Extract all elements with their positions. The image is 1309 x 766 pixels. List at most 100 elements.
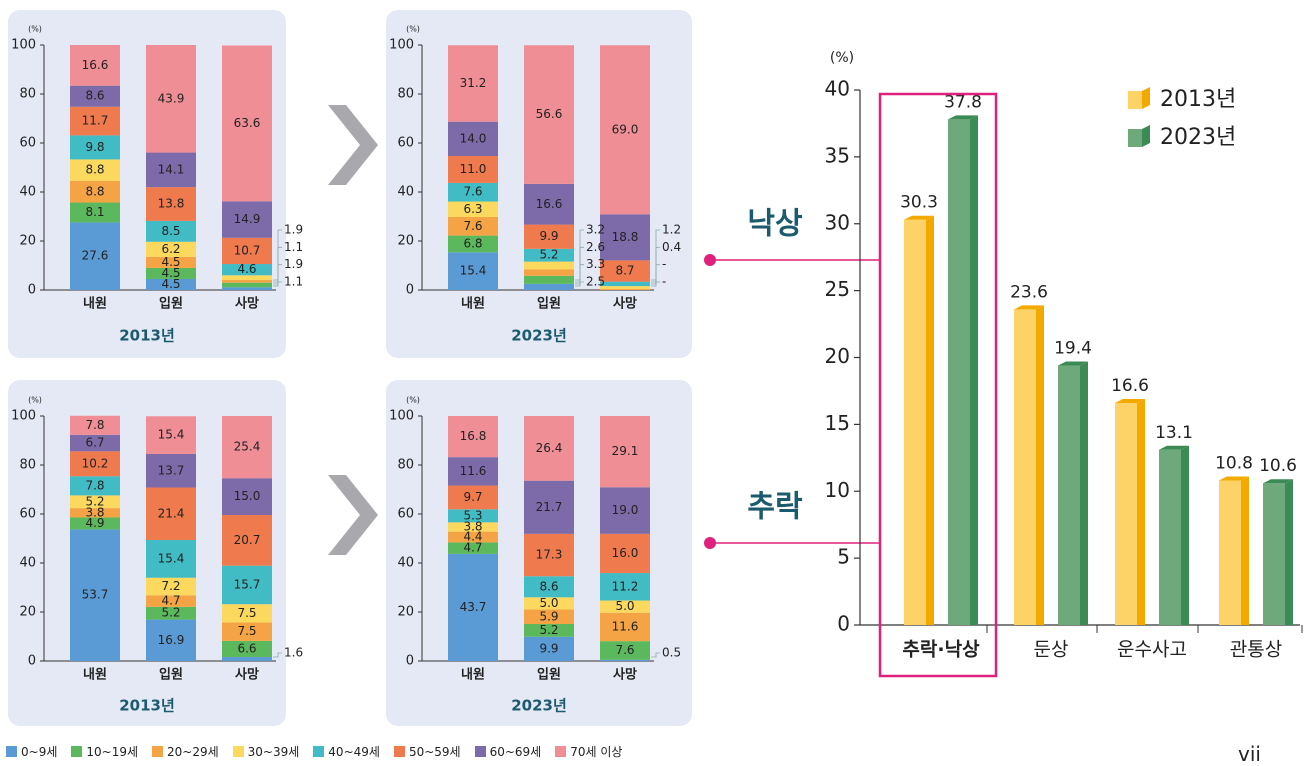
stack-segment: [524, 609, 574, 625]
stack-value-label: 8.8: [85, 163, 104, 177]
main-bar-top: [1058, 361, 1088, 366]
stack-value-label: 10.2: [82, 456, 109, 470]
legend-label: 50~59세: [408, 744, 461, 759]
stack-ytick-label-0: 0: [28, 283, 36, 298]
stack-segment: [222, 282, 272, 288]
stack-value-label: 7.8: [85, 478, 104, 492]
stack-callout-label: 0.4: [662, 240, 681, 254]
stack-ylabel-2: (%): [28, 396, 42, 405]
stack-value-label: 8.1: [85, 205, 104, 219]
main-value-label: 10.8: [1215, 454, 1253, 474]
stack-segment: [524, 597, 574, 610]
stack-segment: [448, 121, 498, 156]
stack-callout-line: [651, 279, 660, 283]
stack-value-label: 7.2: [161, 579, 180, 593]
stack-title-0: 2013년: [119, 327, 175, 345]
stack-ylabel-1: (%): [406, 25, 420, 34]
stack-value-label: 4.7: [161, 594, 180, 608]
age-legend: 0~9세 10~19세 20~29세 30~39세 40~49세 50~59세 60~69세…: [6, 740, 622, 762]
stack-value-label: 17.3: [536, 548, 563, 562]
stack-callout-label: 2.5: [586, 275, 605, 289]
legend-label: 20~29세: [167, 744, 219, 759]
stack-value-label: 8.6: [85, 89, 104, 103]
main-legend-swatch: [1128, 91, 1142, 109]
stack-segment: [222, 640, 272, 658]
main-bar-top: [1115, 398, 1145, 403]
stack-segment: [222, 287, 272, 290]
stack-value-label: 15.4: [158, 428, 185, 442]
stack-segment: [448, 182, 498, 202]
stack-segment: [70, 451, 120, 477]
stack-value-label: 13.8: [158, 197, 185, 211]
stack-callout-label: 1.9: [284, 223, 303, 237]
main-bar: [1115, 402, 1137, 625]
stack-segment: [524, 45, 574, 184]
stack-segment: [524, 183, 574, 225]
stack-value-label: 15.4: [158, 551, 185, 565]
stack-segment: [524, 269, 574, 276]
stack-ytick-label-2: 40: [19, 556, 36, 571]
stack-segment: [70, 476, 120, 496]
stack-ytick-label-2: 60: [19, 507, 36, 522]
main-bar: [1159, 449, 1181, 625]
stack-segment: [524, 480, 574, 534]
stack-segment: [524, 248, 574, 262]
stack-category-label: 사망: [235, 667, 259, 683]
stack-value-label: 5.0: [539, 596, 558, 610]
stack-category-label: 사망: [235, 296, 259, 312]
stack-segment: [600, 260, 650, 282]
legend-item: 70세 이상: [555, 743, 622, 760]
stack-segment: [70, 517, 120, 530]
stack-callout-label: 3.2: [586, 223, 605, 237]
legend-item: 10~19세: [71, 743, 138, 760]
legend-swatch: [313, 745, 325, 757]
stack-segment: [448, 522, 498, 532]
main-category-label: 운수사고: [1117, 639, 1187, 661]
stack-category-label: 내원: [461, 296, 485, 312]
stack-segment: [222, 657, 272, 661]
stack-segment: [70, 415, 120, 435]
stack-value-label: 7.5: [237, 624, 256, 638]
stack-category-label: 입원: [159, 668, 183, 683]
stack-segment: [448, 201, 498, 217]
stack-segment: [600, 600, 650, 613]
stack-callout-line: [273, 264, 282, 283]
stack-value-label: 6.7: [85, 436, 104, 450]
stack-segment: [222, 45, 272, 202]
stack-value-label: 11.2: [612, 579, 639, 593]
stack-ytick-label-1: 60: [397, 136, 414, 151]
stack-segment: [448, 485, 498, 510]
stack-segment: [146, 619, 196, 661]
stack-segment: [70, 495, 120, 509]
stack-ytick-label-3: 20: [397, 605, 414, 620]
stack-segment: [448, 416, 498, 458]
stack-segment: [600, 641, 650, 660]
stack-value-label: 9.9: [539, 229, 558, 243]
stack-ytick-label-0: 40: [19, 185, 36, 200]
legend-item: 30~39세: [232, 743, 299, 760]
stack-segment: [222, 604, 272, 623]
chevron-arrow-icon: [328, 475, 378, 555]
main-value-label: 19.4: [1054, 339, 1092, 359]
stack-value-label: 26.4: [536, 441, 563, 455]
main-legend-swatch-side: [1142, 125, 1150, 147]
legend-swatch: [474, 745, 486, 757]
main-bar-side: [1181, 445, 1189, 625]
stack-segment: [146, 606, 196, 620]
stack-value-label: 7.6: [463, 185, 482, 199]
stack-value-label: 5.3: [463, 508, 482, 522]
stack-segment: [600, 487, 650, 534]
stack-callout-line: [651, 264, 660, 283]
legend-item: 50~59세: [393, 743, 461, 760]
stack-ytick-label-3: 0: [406, 654, 414, 669]
stack-category-label: 입원: [537, 668, 561, 683]
main-value-label: 16.6: [1111, 376, 1149, 396]
main-value-label: 10.6: [1259, 456, 1297, 476]
stack-value-label: 7.6: [615, 643, 634, 657]
stack-ytick-label-1: 80: [397, 87, 414, 102]
stack-segment: [600, 573, 650, 601]
stack-segment: [524, 533, 574, 577]
stack-title-1: 2023년: [511, 327, 567, 345]
stack-segment: [146, 577, 196, 596]
main-bar: [1219, 480, 1241, 625]
